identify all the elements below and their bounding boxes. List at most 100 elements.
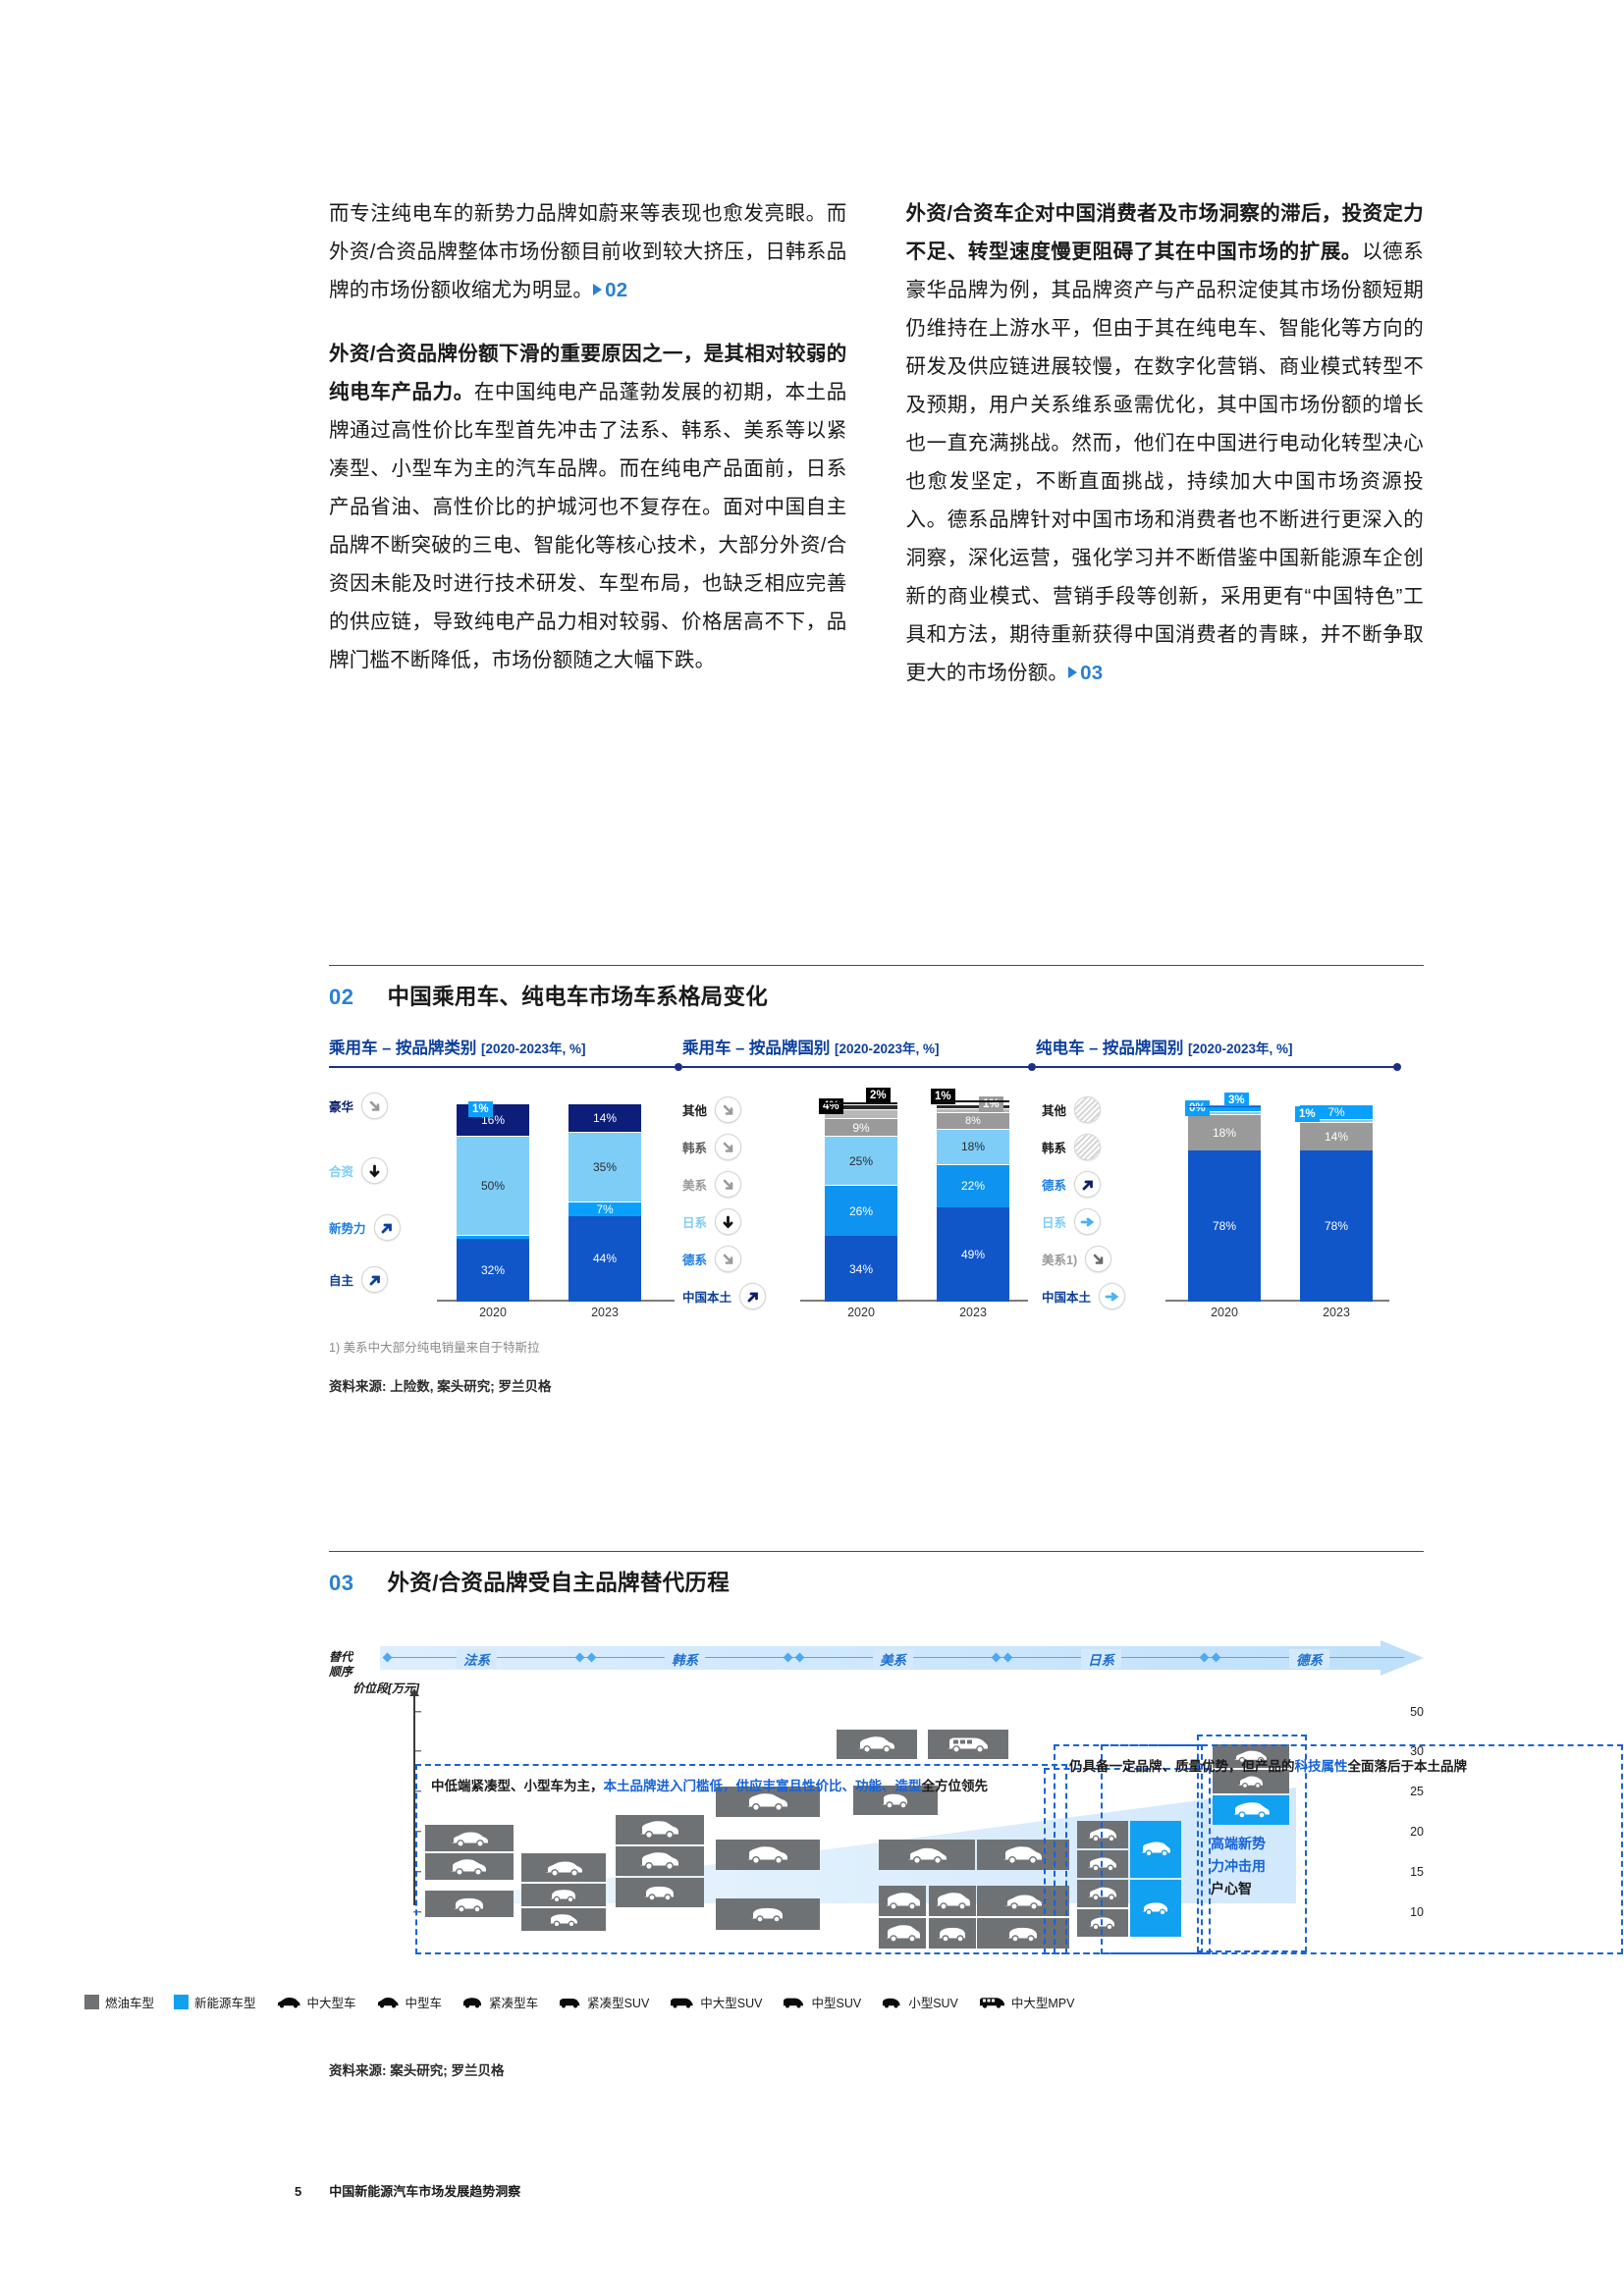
legend-item-chinese-local[interactable]: 中国本土 [682,1284,766,1308]
chart-2-axis [800,1300,1028,1302]
trend-down-icon [362,1158,388,1183]
callout-japanese-2023: 1% [1295,1105,1320,1122]
callout-other-2020: 2% [866,1087,891,1103]
legend-item-japanese[interactable]: 日系 [682,1209,741,1234]
legend-item-jointventure[interactable]: 合资 [329,1158,388,1183]
chart-bev-by-origin: 纯电车 – 按品牌国别 [2020-2023年, %] 其他 韩系 德系 [1036,1035,1401,1319]
car-cell [521,1853,606,1882]
legend-sedan-mid[interactable]: 中型车 [376,1993,442,2011]
large-suv-icon [670,1998,693,2008]
paragraph-3: 外资/合资车企对中国消费者及市场洞察的滞后，投资定力不足、转型速度慢更阻碍了其在… [906,194,1425,692]
sedan-large-icon [276,1998,300,2008]
legend-item-american[interactable]: 美系 [682,1172,741,1197]
bar-2023: 49% 22% 18% 8% [937,1104,1009,1302]
blue-swatch [174,1995,189,2009]
legend-ice[interactable]: 燃油车型 [84,1993,154,2011]
callout-text-right: 高端新势 力冲击用 户心智 [1211,1836,1266,1896]
chart-1-axis [437,1300,675,1302]
no-data-icon [1075,1135,1101,1159]
segment-korean [825,1108,897,1118]
legend-item-chinese-local[interactable]: 中国本土 [1042,1284,1125,1308]
segment-american: 14% [1300,1122,1373,1151]
legend-compact-suv[interactable]: 紧凑型SUV [558,1993,649,2011]
segment-japanese [1188,1110,1261,1114]
legend-item-korean[interactable]: 韩系 [682,1135,741,1159]
exhibit-ref-02[interactable]: 02 [593,279,627,301]
grey-swatch [84,1995,99,2009]
legend-compact-car[interactable]: 紧凑型车 [461,1993,538,2011]
segment-japanese [1300,1119,1373,1123]
car-cell [716,1787,820,1817]
ytick-30: 30 [1410,1744,1424,1758]
callout-german-2020: 3% [1224,1092,1249,1108]
chart-2-title: 乘用车 – 按品牌国别 [2020-2023年, %] [682,1040,940,1057]
car-cell [929,1918,976,1949]
car-cell [879,1886,926,1916]
car-cell [1077,1909,1128,1937]
left-column: 而专注纯电车的新势力品牌如蔚来等表现也愈发亮眼。而外资/合资品牌整体市场份额目前… [329,194,847,718]
segment-german: 22% [937,1163,1009,1207]
xtick-2020: 2020 [847,1306,875,1319]
chart-2-plot: 其他 韩系 美系 日系 [682,1087,1036,1319]
legend-item-other[interactable]: 其他 [1042,1097,1101,1122]
car-cell [1077,1850,1128,1878]
legend-large-suv[interactable]: 中大型SUV [669,1993,762,2011]
paragraph-2: 外资/合资品牌份额下滑的重要原因之一，是其相对较弱的纯电车产品力。在中国纯电产品… [329,335,847,679]
page-number: 5 [295,2184,302,2199]
segment-korean [937,1107,1009,1112]
legend-item-japanese[interactable]: 日系 [1042,1209,1101,1234]
trend-down-right-icon [716,1135,741,1159]
callout-box-mid-outer [1054,1744,1623,1954]
compact-car-icon [462,1998,482,2008]
legend-item-american[interactable]: 美系1) [1042,1247,1111,1271]
chart-3-title: 纯电车 – 按品牌国别 [2020-2023年, %] [1036,1040,1293,1057]
legend-item-newforce[interactable]: 新势力 [329,1215,400,1240]
car-cell [928,1730,1008,1759]
legend-small-suv[interactable]: 小型SUV [881,1993,958,2011]
car-cell [616,1815,704,1844]
callout-box-right [1197,1735,1307,1952]
legend-item-german[interactable]: 德系 [682,1247,741,1271]
legend-item-other[interactable]: 其他 [682,1097,741,1122]
chart-1-title: 乘用车 – 按品牌类别 [2020-2023年, %] [329,1040,586,1057]
trend-down-right-icon [716,1172,741,1197]
paragraph-3-text: 以德系豪华品牌为例，其品牌资产与产品积淀使其市场份额短期仍维持在上游水平，但由于… [905,240,1424,684]
exhibit-ref-03[interactable]: 03 [1068,662,1103,684]
legend-sedan-large[interactable]: 中大型车 [276,1993,356,2011]
timeline-label-german: 德系 [1289,1649,1329,1669]
segment-chinese-local: 34% [825,1236,897,1302]
callout-korean-2020: 4% [819,1097,843,1114]
triangle-icon [593,284,603,295]
article-body: 而专注纯电车的新势力品牌如蔚来等表现也愈发亮眼。而外资/合资品牌整体市场份额目前… [329,194,1424,718]
exhibit-03-plot: 替代 顺序 法系 韩系 美系 日系 德系 价位段[万元] 50 30 [329,1619,1623,1954]
timeline-arrow: 法系 韩系 美系 日系 德系 [380,1640,1424,1676]
bar-2020: 78% 18% [1188,1104,1261,1302]
ytick-20: 20 [1410,1825,1424,1839]
paragraph-3-lead: 外资/合资车企对中国消费者及市场洞察的滞后，投资定力不足、转型速度慢更阻碍了其在… [905,202,1424,263]
chart-2-underline [682,1062,1036,1072]
trend-right-icon [1075,1209,1101,1234]
legend-mpv[interactable]: 中大型MPV [978,1993,1074,2011]
car-cell [853,1786,938,1815]
exhibit-02-footnote: 1) 美系中大部分纯电销量来自于特斯拉 [329,1341,540,1355]
legend-item-german[interactable]: 德系 [1042,1172,1101,1197]
car-cell [716,1840,820,1870]
trend-up-right-icon [374,1215,400,1240]
segment-other [825,1104,897,1109]
leader-line [825,1102,897,1104]
legend-item-domestic[interactable]: 自主 [329,1267,388,1292]
bar-2023: 44% 7% 35% 14% [568,1104,641,1302]
legend-item-korean[interactable]: 韩系 [1042,1135,1101,1159]
callout-korean-2023: 1% [931,1088,955,1104]
sedan-mid-icon [376,1998,399,2008]
legend-mid-suv[interactable]: 中型SUV [782,1993,861,2011]
segment-american: 9% [825,1117,897,1137]
callout-box-left [415,1764,1067,1954]
leader-line [937,1100,1009,1102]
legend-item-luxury[interactable]: 豪华 [329,1094,388,1118]
segment-american: 18% [1188,1113,1261,1150]
car-cell [1213,1744,1289,1768]
bar-2023: 78% 14% 7% [1300,1104,1373,1302]
chart-3-bars: 78% 18% 0% 3% 2020 78% 14% [1036,1088,1401,1319]
legend-nev[interactable]: 新能源车型 [174,1993,256,2011]
